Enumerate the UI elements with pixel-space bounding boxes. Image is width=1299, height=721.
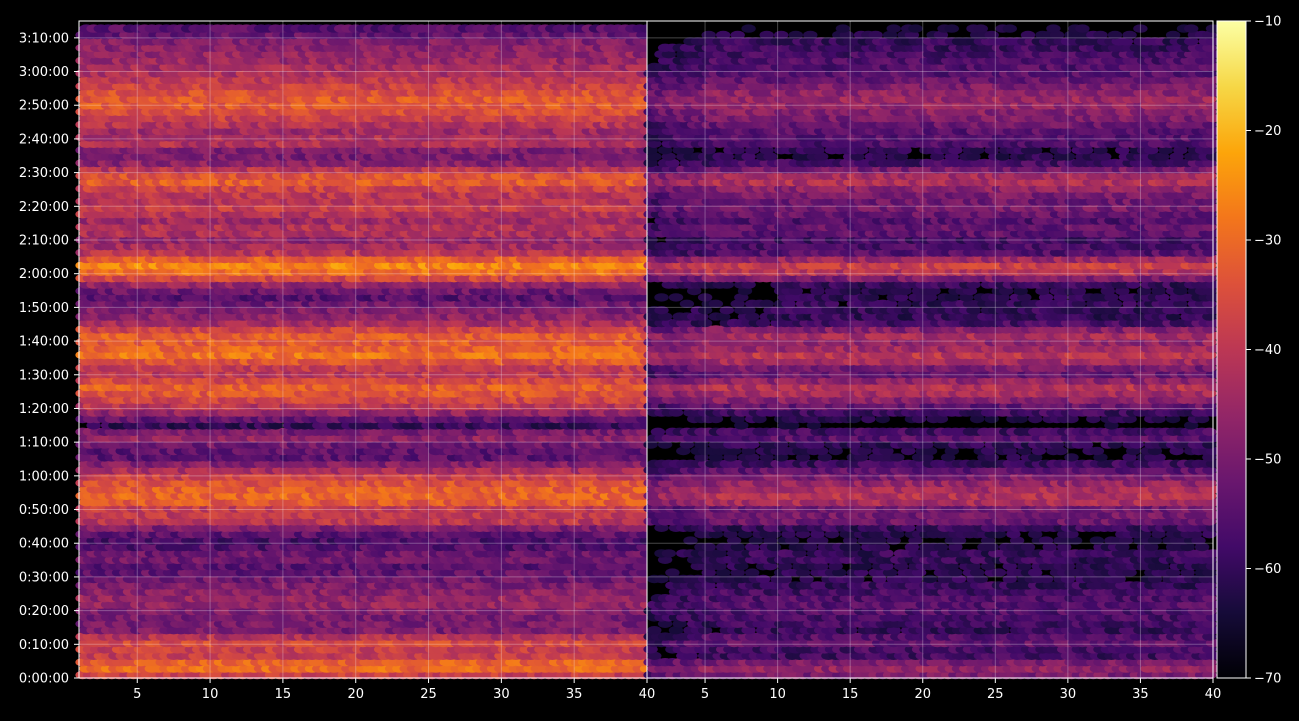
left-panel (75, 20, 655, 680)
left-heatmap-cells (75, 24, 655, 680)
